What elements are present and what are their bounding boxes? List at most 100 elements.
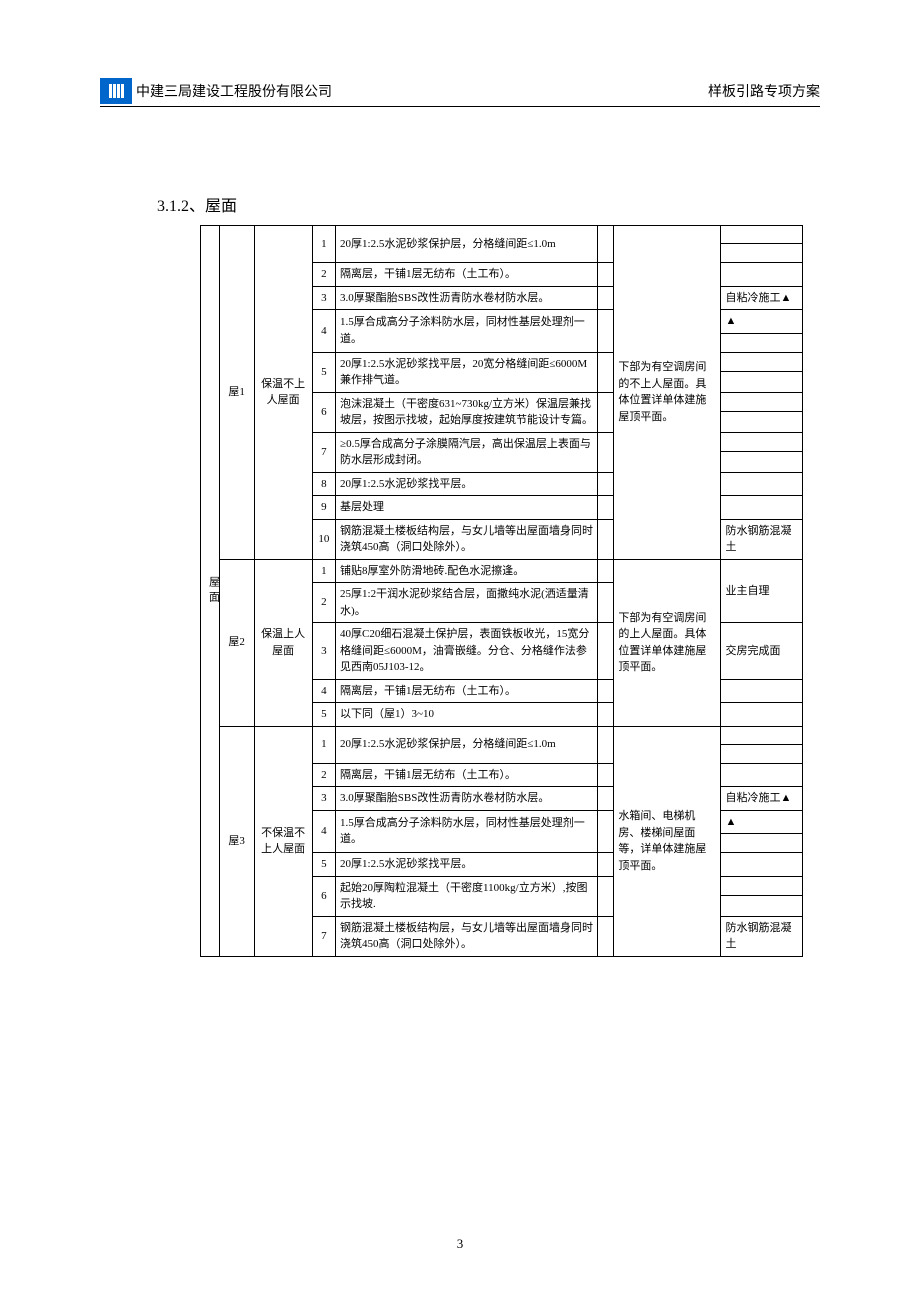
- row-desc: 20厚1:2.5水泥砂浆保护层，分格缝间距≤1.0m: [336, 226, 598, 263]
- location-cell: 水箱间、电梯机房、楼梯间屋面等，详单体建施屋顶平面。: [614, 726, 721, 956]
- row-number: 5: [312, 352, 335, 392]
- blank-cell: [598, 787, 614, 811]
- company-logo: [100, 78, 132, 104]
- roof-type: 保温不上人屋面: [254, 226, 312, 560]
- row-number: 2: [312, 763, 335, 787]
- roof-table: 屋面屋1保温不上人屋面120厚1:2.5水泥砂浆保护层，分格缝间距≤1.0m下部…: [200, 225, 803, 957]
- blank-cell: [598, 763, 614, 787]
- blank-cell: [598, 810, 614, 853]
- roof-type: 不保温不上人屋面: [254, 726, 312, 956]
- page-number: 3: [0, 1236, 920, 1252]
- row-number: 5: [312, 703, 335, 727]
- location-cell: 下部为有空调房间的不上人屋面。具体位置详单体建施屋顶平面。: [614, 226, 721, 560]
- note-cell: [721, 679, 803, 703]
- row-number: 10: [312, 519, 335, 559]
- row-desc: 3.0厚聚酯胎SBS改性沥青防水卷材防水层。: [336, 787, 598, 811]
- note-cell: [721, 352, 803, 392]
- row-desc: 20厚1:2.5水泥砂浆找平层。: [336, 853, 598, 877]
- row-desc: ≥0.5厚合成高分子涂膜隔汽层，高出保温层上表面与防水层形成封闭。: [336, 432, 598, 472]
- blank-cell: [598, 286, 614, 310]
- note-cell: [721, 432, 803, 472]
- blank-cell: [598, 583, 614, 623]
- note-cell: 防水钢筋混凝土: [721, 519, 803, 559]
- row-desc: 基层处理: [336, 496, 598, 520]
- row-number: 1: [312, 559, 335, 583]
- row-number: 3: [312, 787, 335, 811]
- row-number: 7: [312, 916, 335, 956]
- table-row: 屋面屋1保温不上人屋面120厚1:2.5水泥砂浆保护层，分格缝间距≤1.0m下部…: [201, 226, 803, 263]
- note-cell: 交房完成面: [721, 623, 803, 680]
- note-cell: [721, 763, 803, 787]
- row-number: 6: [312, 876, 335, 916]
- roof-code: 屋3: [219, 726, 254, 956]
- row-desc: 钢筋混凝土楼板结构层，与女儿墙等出屋面墙身同时浇筑450高（洞口处除外）。: [336, 916, 598, 956]
- company-name: 中建三局建设工程股份有限公司: [136, 81, 332, 101]
- row-number: 6: [312, 392, 335, 432]
- document-title: 样板引路专项方案: [708, 81, 820, 101]
- row-desc: 1.5厚合成高分子涂料防水层，同材性基层处理剂一道。: [336, 310, 598, 353]
- category-cell: 屋面: [201, 226, 220, 957]
- note-cell: [721, 496, 803, 520]
- note-cell: [721, 853, 803, 877]
- blank-cell: [598, 310, 614, 353]
- note-cell: [721, 226, 803, 263]
- roof-code: 屋1: [219, 226, 254, 560]
- note-cell: 防水钢筋混凝土: [721, 916, 803, 956]
- blank-cell: [598, 876, 614, 916]
- table-row: 屋3不保温不上人屋面120厚1:2.5水泥砂浆保护层，分格缝间距≤1.0m水箱间…: [201, 726, 803, 763]
- row-desc: 25厚1:2干润水泥砂浆结合层，面撒纯水泥(洒适量清水)。: [336, 583, 598, 623]
- note-cell: 自粘冷施工▲: [721, 286, 803, 310]
- note-cell: [721, 876, 803, 916]
- row-desc: 40厚C20细石混凝土保护层，表面铁板收光，15宽分格缝间距≤6000M，油膏嵌…: [336, 623, 598, 680]
- blank-cell: [598, 679, 614, 703]
- row-desc: 1.5厚合成高分子涂料防水层，同材性基层处理剂一道。: [336, 810, 598, 853]
- row-number: 4: [312, 679, 335, 703]
- blank-cell: [598, 263, 614, 287]
- blank-cell: [598, 559, 614, 583]
- row-number: 2: [312, 583, 335, 623]
- blank-cell: [598, 496, 614, 520]
- row-number: 8: [312, 472, 335, 496]
- blank-cell: [598, 226, 614, 263]
- row-number: 4: [312, 810, 335, 853]
- row-number: 1: [312, 226, 335, 263]
- blank-cell: [598, 916, 614, 956]
- row-desc: 钢筋混凝土楼板结构层，与女儿墙等出屋面墙身同时浇筑450高（洞口处除外）。: [336, 519, 598, 559]
- row-desc: 隔离层，干铺1层无纺布（土工布）。: [336, 763, 598, 787]
- note-cell: ▲: [721, 310, 803, 353]
- page-header: 中建三局建设工程股份有限公司 样板引路专项方案: [100, 78, 820, 107]
- row-number: 2: [312, 263, 335, 287]
- note-cell: [721, 263, 803, 287]
- table-row: 屋2保温上人屋面1铺贴8厚室外防滑地砖.配色水泥擦逢。下部为有空调房间的上人屋面…: [201, 559, 803, 583]
- location-cell: 下部为有空调房间的上人屋面。具体位置详单体建施屋顶平面。: [614, 559, 721, 726]
- blank-cell: [598, 703, 614, 727]
- blank-cell: [598, 472, 614, 496]
- row-desc: 隔离层，干铺1层无纺布（土工布）。: [336, 263, 598, 287]
- row-number: 7: [312, 432, 335, 472]
- note-cell: 业主自理: [721, 559, 803, 623]
- row-desc: 泡沫混凝土（干密度631~730kg/立方米）保温层兼找坡层，按图示找坡，起始厚…: [336, 392, 598, 432]
- roof-type: 保温上人屋面: [254, 559, 312, 726]
- blank-cell: [598, 392, 614, 432]
- row-number: 9: [312, 496, 335, 520]
- row-desc: 3.0厚聚酯胎SBS改性沥青防水卷材防水层。: [336, 286, 598, 310]
- blank-cell: [598, 352, 614, 392]
- row-desc: 20厚1:2.5水泥砂浆保护层，分格缝间距≤1.0m: [336, 726, 598, 763]
- row-desc: 铺贴8厚室外防滑地砖.配色水泥擦逢。: [336, 559, 598, 583]
- note-cell: [721, 392, 803, 432]
- row-number: 1: [312, 726, 335, 763]
- row-number: 3: [312, 623, 335, 680]
- blank-cell: [598, 623, 614, 680]
- note-cell: 自粘冷施工▲: [721, 787, 803, 811]
- row-number: 3: [312, 286, 335, 310]
- row-desc: 起始20厚陶粒混凝土（干密度1100kg/立方米）,按图示找坡.: [336, 876, 598, 916]
- blank-cell: [598, 519, 614, 559]
- row-desc: 20厚1:2.5水泥砂浆找平层。: [336, 472, 598, 496]
- blank-cell: [598, 726, 614, 763]
- note-cell: [721, 703, 803, 727]
- row-number: 4: [312, 310, 335, 353]
- blank-cell: [598, 432, 614, 472]
- blank-cell: [598, 853, 614, 877]
- note-cell: [721, 472, 803, 496]
- row-desc: 隔离层，干铺1层无纺布（土工布）。: [336, 679, 598, 703]
